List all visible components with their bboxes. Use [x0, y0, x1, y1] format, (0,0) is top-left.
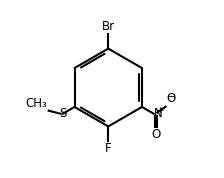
Text: −: −	[167, 92, 175, 102]
Text: S: S	[59, 107, 67, 120]
Text: O: O	[151, 128, 160, 141]
Text: +: +	[156, 106, 164, 115]
Text: O: O	[166, 92, 176, 105]
Text: Br: Br	[102, 20, 115, 33]
Text: N: N	[154, 107, 163, 120]
Text: CH₃: CH₃	[26, 97, 47, 110]
Text: F: F	[105, 142, 112, 155]
